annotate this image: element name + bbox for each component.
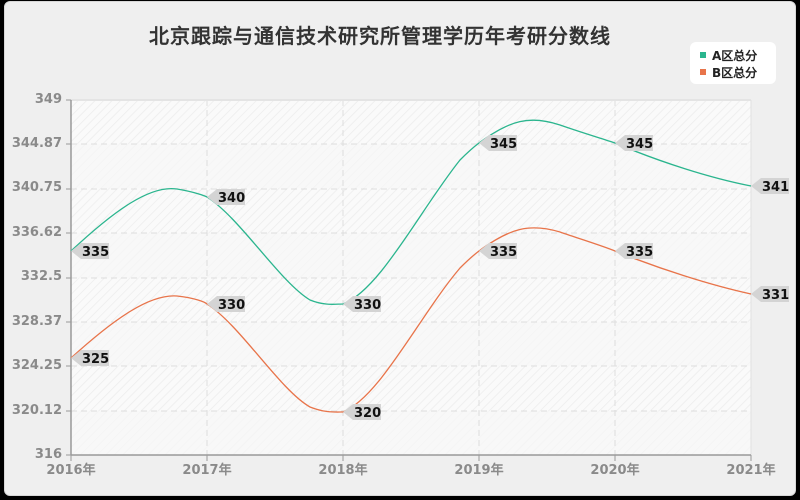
legend: A区总分 B区总分 xyxy=(690,42,776,84)
data-label-a-2016 xyxy=(71,243,109,259)
v-gridlines xyxy=(206,100,616,455)
data-label-b-2020 xyxy=(615,243,653,259)
legend-label-b: B区总分 xyxy=(712,65,758,80)
data-label-text: 345 xyxy=(626,137,653,152)
legend-item-b[interactable]: B区总分 xyxy=(700,64,757,80)
legend-item-a[interactable]: A区总分 xyxy=(700,47,757,63)
data-label-b-2021 xyxy=(751,286,789,302)
data-label-text: 325 xyxy=(82,352,109,367)
data-label-text: 335 xyxy=(82,245,109,260)
data-label-text: 331 xyxy=(762,288,789,303)
data-label-a-2019 xyxy=(479,135,517,151)
x-tick-label: 2018年 xyxy=(318,463,368,478)
data-label-text: 345 xyxy=(490,137,517,152)
legend-swatch-a-icon xyxy=(700,52,706,58)
data-label-a-2017 xyxy=(207,189,245,205)
data-label-b-2017 xyxy=(207,296,245,312)
y-tick-label: 320.12 xyxy=(11,403,62,418)
series-a-line xyxy=(70,119,752,305)
data-label-a-2020 xyxy=(615,135,653,151)
y-tick-label: 336.62 xyxy=(11,225,62,240)
y-tick-label: 324.25 xyxy=(11,358,62,373)
data-label-a-2018 xyxy=(343,296,381,312)
y-tick-label: 344.87 xyxy=(11,136,62,151)
y-tick-label: 340.75 xyxy=(11,180,62,195)
legend-swatch-b-icon xyxy=(700,69,706,75)
y-tick-label: 328.37 xyxy=(11,314,62,329)
data-label-a-2021 xyxy=(751,178,789,194)
data-label-text: 335 xyxy=(490,245,517,260)
data-label-text: 320 xyxy=(354,406,381,421)
data-label-text: 330 xyxy=(218,298,245,313)
series-b-line xyxy=(70,227,752,413)
y-tick-label: 316 xyxy=(34,447,62,462)
data-label-b-2019 xyxy=(479,243,517,259)
x-tick-label: 2019年 xyxy=(454,463,504,478)
h-gridlines xyxy=(71,143,751,412)
data-label-b-2018 xyxy=(343,404,381,420)
axis-ticks xyxy=(66,99,752,461)
data-labels: 335 340 330 345 345 341 325 330 320 335 … xyxy=(71,135,789,421)
x-tick-label: 2016年 xyxy=(46,463,96,478)
chart-title: 北京跟踪与通信技术研究所管理学历年考研分数线 xyxy=(149,24,611,48)
legend-label-a: A区总分 xyxy=(712,48,758,63)
x-tick-label: 2020年 xyxy=(590,463,640,478)
x-tick-label: 2021年 xyxy=(726,463,776,478)
data-label-text: 340 xyxy=(218,191,245,206)
y-tick-label: 332.5 xyxy=(20,269,62,284)
data-label-text: 335 xyxy=(626,245,653,260)
data-label-text: 330 xyxy=(354,298,381,313)
y-tick-label: 349 xyxy=(34,92,62,107)
x-tick-label: 2017年 xyxy=(182,463,232,478)
data-label-text: 341 xyxy=(762,180,789,195)
data-label-b-2016 xyxy=(71,350,109,366)
